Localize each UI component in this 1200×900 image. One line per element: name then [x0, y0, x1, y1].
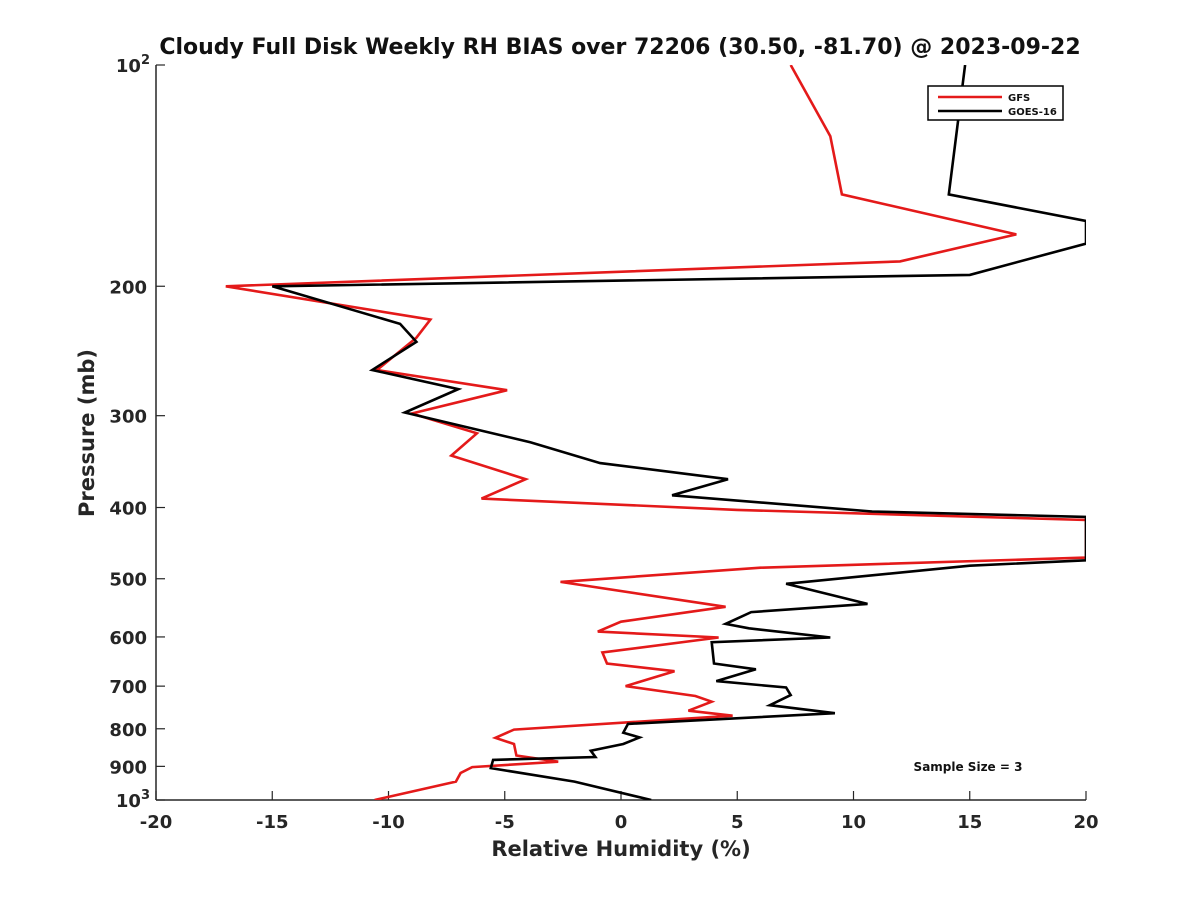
- x-tick-label: 5: [731, 812, 744, 833]
- y-tick-label: 103: [116, 788, 150, 812]
- y-tick-label: 102: [116, 53, 150, 77]
- sample-size-annotation: Sample Size = 3: [914, 760, 1023, 774]
- x-axis-ticks: -20 -15 -10 -5 0 5 10 15 20: [140, 791, 1099, 833]
- x-tick-label: -5: [495, 812, 515, 833]
- series-layer: [225, 65, 1086, 800]
- series-line-goes-16: [271, 65, 1086, 800]
- x-tick-label: -15: [256, 812, 289, 833]
- y-axis-label: Pressure (mb): [75, 349, 99, 517]
- legend: GFS GOES-16: [927, 85, 1064, 121]
- x-axis-label: Relative Humidity (%): [491, 837, 750, 861]
- x-tick-label: 15: [957, 812, 982, 833]
- legend-label: GFS: [1008, 93, 1030, 104]
- x-tick-label: 20: [1073, 812, 1098, 833]
- y-tick-label: 700: [109, 677, 147, 698]
- chart-title: Cloudy Full Disk Weekly RH BIAS over 722…: [159, 35, 1080, 60]
- y-tick-label: 400: [109, 499, 147, 520]
- x-tick-label: -10: [372, 812, 405, 833]
- series-line-gfs: [225, 65, 1086, 800]
- legend-label: GOES-16: [1008, 107, 1057, 118]
- y-tick-label: 900: [109, 757, 147, 778]
- y-tick-label: 600: [109, 628, 147, 649]
- plot-area: [155, 65, 1086, 801]
- x-tick-label: 10: [841, 812, 866, 833]
- x-tick-label: 0: [615, 812, 628, 833]
- y-tick-label: 500: [109, 570, 147, 591]
- x-tick-label: -20: [140, 812, 173, 833]
- y-tick-label: 300: [109, 407, 147, 428]
- legend-box: [927, 85, 1064, 121]
- y-tick-label: 200: [109, 277, 147, 298]
- y-axis-ticks: 102 200 300 400 500 600 700 800 900 103: [109, 53, 165, 812]
- y-tick-label: 800: [109, 720, 147, 741]
